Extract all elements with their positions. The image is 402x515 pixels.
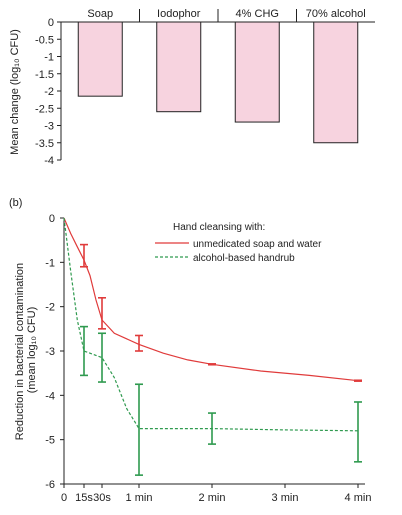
panel-b-label: (b) [9,197,22,209]
panel-b-x-tick-label: 4 min [345,492,372,504]
panel-b-y-tick-label: -2 [45,302,55,314]
panel-a-y-tick-label: -3.5 [35,138,54,150]
panel-b-series [63,217,362,476]
panel-b-x-tick-label: 0 [61,492,67,504]
bar-0 [77,21,123,97]
panel-a-y-tick-label: -2.5 [35,103,54,115]
bar-1 [156,21,202,113]
panel-b-x-tick-label: 30s [93,492,111,504]
panel-a-y-tick-label: -3 [44,121,54,133]
bar-category-label: Iodophor [157,8,201,20]
bar-category-label: 70% alcohol [306,8,366,20]
panel-b-x-tick-label: 1 min [126,492,153,504]
panel-b-x-tick-label: 3 min [272,492,299,504]
panel-b-y-tick-label: -4 [45,390,55,402]
series-line-0 [63,217,359,382]
panel-b-y-tick-label: -3 [45,346,55,358]
panel-a-y-label: Mean change (log₁₀ CFU) [9,29,21,155]
bar-category-label: Soap [87,8,113,20]
panel-a-y-tick-label: -4 [44,155,54,167]
legend-label-alcohol: alcohol-based handrub [193,253,295,264]
panel-b-y-label: Reduction in bacterial contamination (me… [14,260,38,440]
panel-a-y-tick-label: -0.5 [35,34,54,46]
panel-b-ticks: 0 -1 -2 -3 -4 -5 -6 0 15s 30s 1 min 2 min 3 min 4 min [45,213,371,504]
panel-a-y-tick-label: 0 [48,17,54,29]
panel-a-y-tick-label: -2 [44,86,54,98]
panel-a-y-tick-label: -1.5 [35,69,54,81]
legend-label-soap: unmedicated soap and water [193,239,322,250]
panel-a-bars: Soap Iodophor 4% CHG 70% alcohol [77,8,366,144]
panel-b-y-tick-label: -1 [45,257,55,269]
legend-title: Hand cleansing with: [173,222,265,233]
bar-3 [313,21,359,144]
panel-b-y-tick-label: 0 [49,213,55,225]
panel-a-y-tick-label: -1 [44,52,54,64]
bar-category-label: 4% CHG [236,8,279,20]
panel-b-y-label-line2: (mean log₁₀ CFU) [26,307,38,394]
panel-a-ticks: 0 -0.5 -1 -1.5 -2 -2.5 -3 -3.5 -4 [35,17,61,167]
panel-b-y-label-line1: Reduction in bacterial contamination [14,263,26,440]
panel-b-y-tick-label: -6 [45,479,55,491]
panel-b-x-tick-label: 2 min [199,492,226,504]
panel-b-y-tick-label: -5 [45,435,55,447]
panel-b-x-tick-label: 15s [75,492,93,504]
bar-2 [234,21,280,123]
legend: Hand cleansing with: unmedicated soap an… [155,222,322,264]
